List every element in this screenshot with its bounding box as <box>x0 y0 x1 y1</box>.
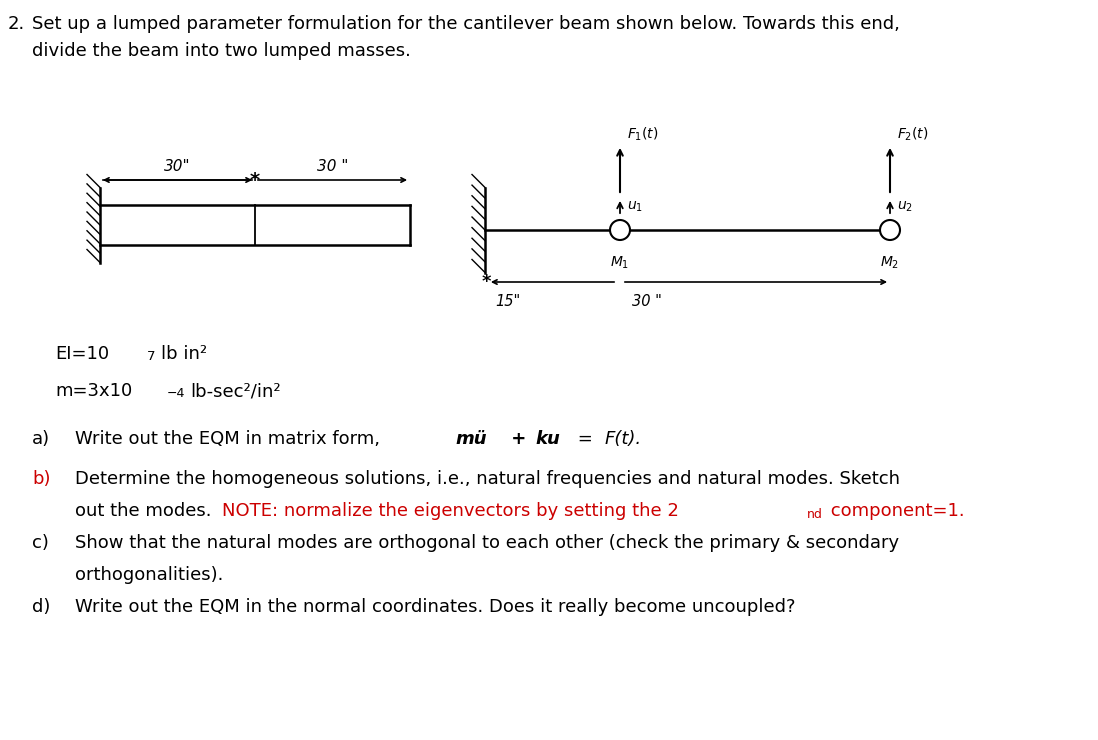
Text: lb-sec²/in²: lb-sec²/in² <box>190 382 281 400</box>
Text: 30 ": 30 " <box>317 159 348 174</box>
Text: 30": 30" <box>165 159 191 174</box>
Text: 30 ": 30 " <box>632 294 662 309</box>
Text: $F_2(t)$: $F_2(t)$ <box>897 126 929 143</box>
Text: 2.: 2. <box>8 15 25 33</box>
Text: nd: nd <box>807 508 822 521</box>
Text: c): c) <box>32 534 49 552</box>
Text: $M_1$: $M_1$ <box>610 255 629 272</box>
Text: $u_1$: $u_1$ <box>627 200 643 214</box>
Text: b): b) <box>32 470 51 488</box>
Text: Write out the EQM in matrix form,: Write out the EQM in matrix form, <box>75 430 385 448</box>
Circle shape <box>879 220 900 240</box>
Text: a): a) <box>32 430 51 448</box>
Text: =: = <box>572 430 598 448</box>
Text: ku: ku <box>535 430 560 448</box>
Text: +: + <box>505 430 533 448</box>
Text: lb in²: lb in² <box>161 345 208 363</box>
Text: Show that the natural modes are orthogonal to each other (check the primary & se: Show that the natural modes are orthogon… <box>75 534 899 552</box>
Text: component=1.: component=1. <box>825 502 965 520</box>
Text: 7: 7 <box>147 350 156 363</box>
Text: mü: mü <box>455 430 486 448</box>
Text: 15": 15" <box>495 294 520 309</box>
Text: $u_2$: $u_2$ <box>897 200 914 214</box>
Text: F(t).: F(t). <box>605 430 642 448</box>
Circle shape <box>610 220 630 240</box>
Text: out the modes.: out the modes. <box>75 502 217 520</box>
Text: divide the beam into two lumped masses.: divide the beam into two lumped masses. <box>32 42 411 60</box>
Text: m=3x10: m=3x10 <box>55 382 132 400</box>
Text: $F_1(t)$: $F_1(t)$ <box>627 126 659 143</box>
Text: −4: −4 <box>167 387 186 400</box>
Text: EI=10: EI=10 <box>55 345 109 363</box>
Text: *: * <box>481 273 491 291</box>
Text: $M_2$: $M_2$ <box>881 255 899 272</box>
Text: *: * <box>250 170 260 189</box>
Text: Write out the EQM in the normal coordinates. Does it really become uncoupled?: Write out the EQM in the normal coordina… <box>75 598 795 616</box>
Text: Determine the homogeneous solutions, i.e., natural frequencies and natural modes: Determine the homogeneous solutions, i.e… <box>75 470 900 488</box>
Text: d): d) <box>32 598 51 616</box>
Text: orthogonalities).: orthogonalities). <box>75 566 223 584</box>
Text: NOTE: normalize the eigenvectors by setting the 2: NOTE: normalize the eigenvectors by sett… <box>222 502 679 520</box>
Text: Set up a lumped parameter formulation for the cantilever beam shown below. Towar: Set up a lumped parameter formulation fo… <box>32 15 900 33</box>
